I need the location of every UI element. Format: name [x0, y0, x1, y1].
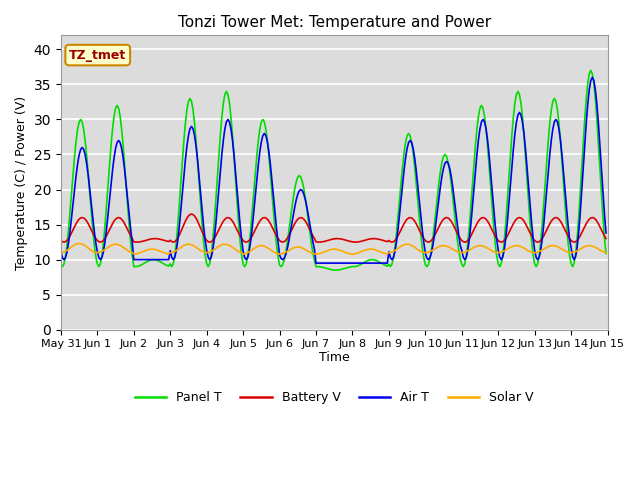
- Air T: [220, 137, 227, 143]
- Air T: [588, 74, 596, 80]
- Panel T: [57, 261, 65, 267]
- Battery V: [250, 230, 257, 236]
- Solar V: [223, 241, 230, 247]
- Line: Air T: Air T: [61, 77, 606, 263]
- Air T: [296, 188, 303, 193]
- X-axis label: Time: Time: [319, 351, 349, 364]
- Title: Tonzi Tower Met: Temperature and Power: Tonzi Tower Met: Temperature and Power: [178, 15, 491, 30]
- Battery V: [298, 215, 306, 221]
- Solar V: [602, 250, 610, 255]
- Solar V: [76, 240, 83, 246]
- Solar V: [250, 246, 257, 252]
- Battery V: [223, 215, 230, 221]
- Battery V: [60, 239, 68, 245]
- Battery V: [241, 239, 248, 245]
- Air T: [57, 249, 65, 255]
- Line: Battery V: Battery V: [61, 214, 606, 242]
- Panel T: [587, 68, 595, 73]
- Solar V: [298, 245, 306, 251]
- Solar V: [125, 249, 133, 254]
- Air T: [602, 230, 610, 236]
- Battery V: [575, 236, 582, 241]
- Solar V: [57, 250, 65, 255]
- Panel T: [296, 173, 303, 179]
- Legend: Panel T, Battery V, Air T, Solar V: Panel T, Battery V, Air T, Solar V: [130, 386, 539, 409]
- Line: Solar V: Solar V: [61, 243, 606, 254]
- Air T: [573, 244, 581, 250]
- Y-axis label: Temperature (C) / Power (V): Temperature (C) / Power (V): [15, 96, 28, 270]
- Text: TZ_tmet: TZ_tmet: [69, 48, 126, 61]
- Air T: [237, 236, 245, 242]
- Battery V: [188, 211, 195, 217]
- Panel T: [247, 227, 255, 233]
- Solar V: [130, 251, 138, 257]
- Air T: [312, 260, 320, 266]
- Solar V: [241, 251, 248, 257]
- Battery V: [57, 238, 65, 243]
- Panel T: [124, 204, 132, 210]
- Panel T: [602, 251, 610, 256]
- Solar V: [575, 247, 582, 253]
- Panel T: [237, 252, 245, 258]
- Panel T: [220, 100, 227, 106]
- Line: Panel T: Panel T: [61, 71, 606, 270]
- Battery V: [125, 230, 133, 236]
- Air T: [124, 197, 132, 203]
- Panel T: [573, 235, 581, 241]
- Battery V: [602, 236, 610, 241]
- Air T: [247, 238, 255, 244]
- Panel T: [332, 267, 340, 273]
